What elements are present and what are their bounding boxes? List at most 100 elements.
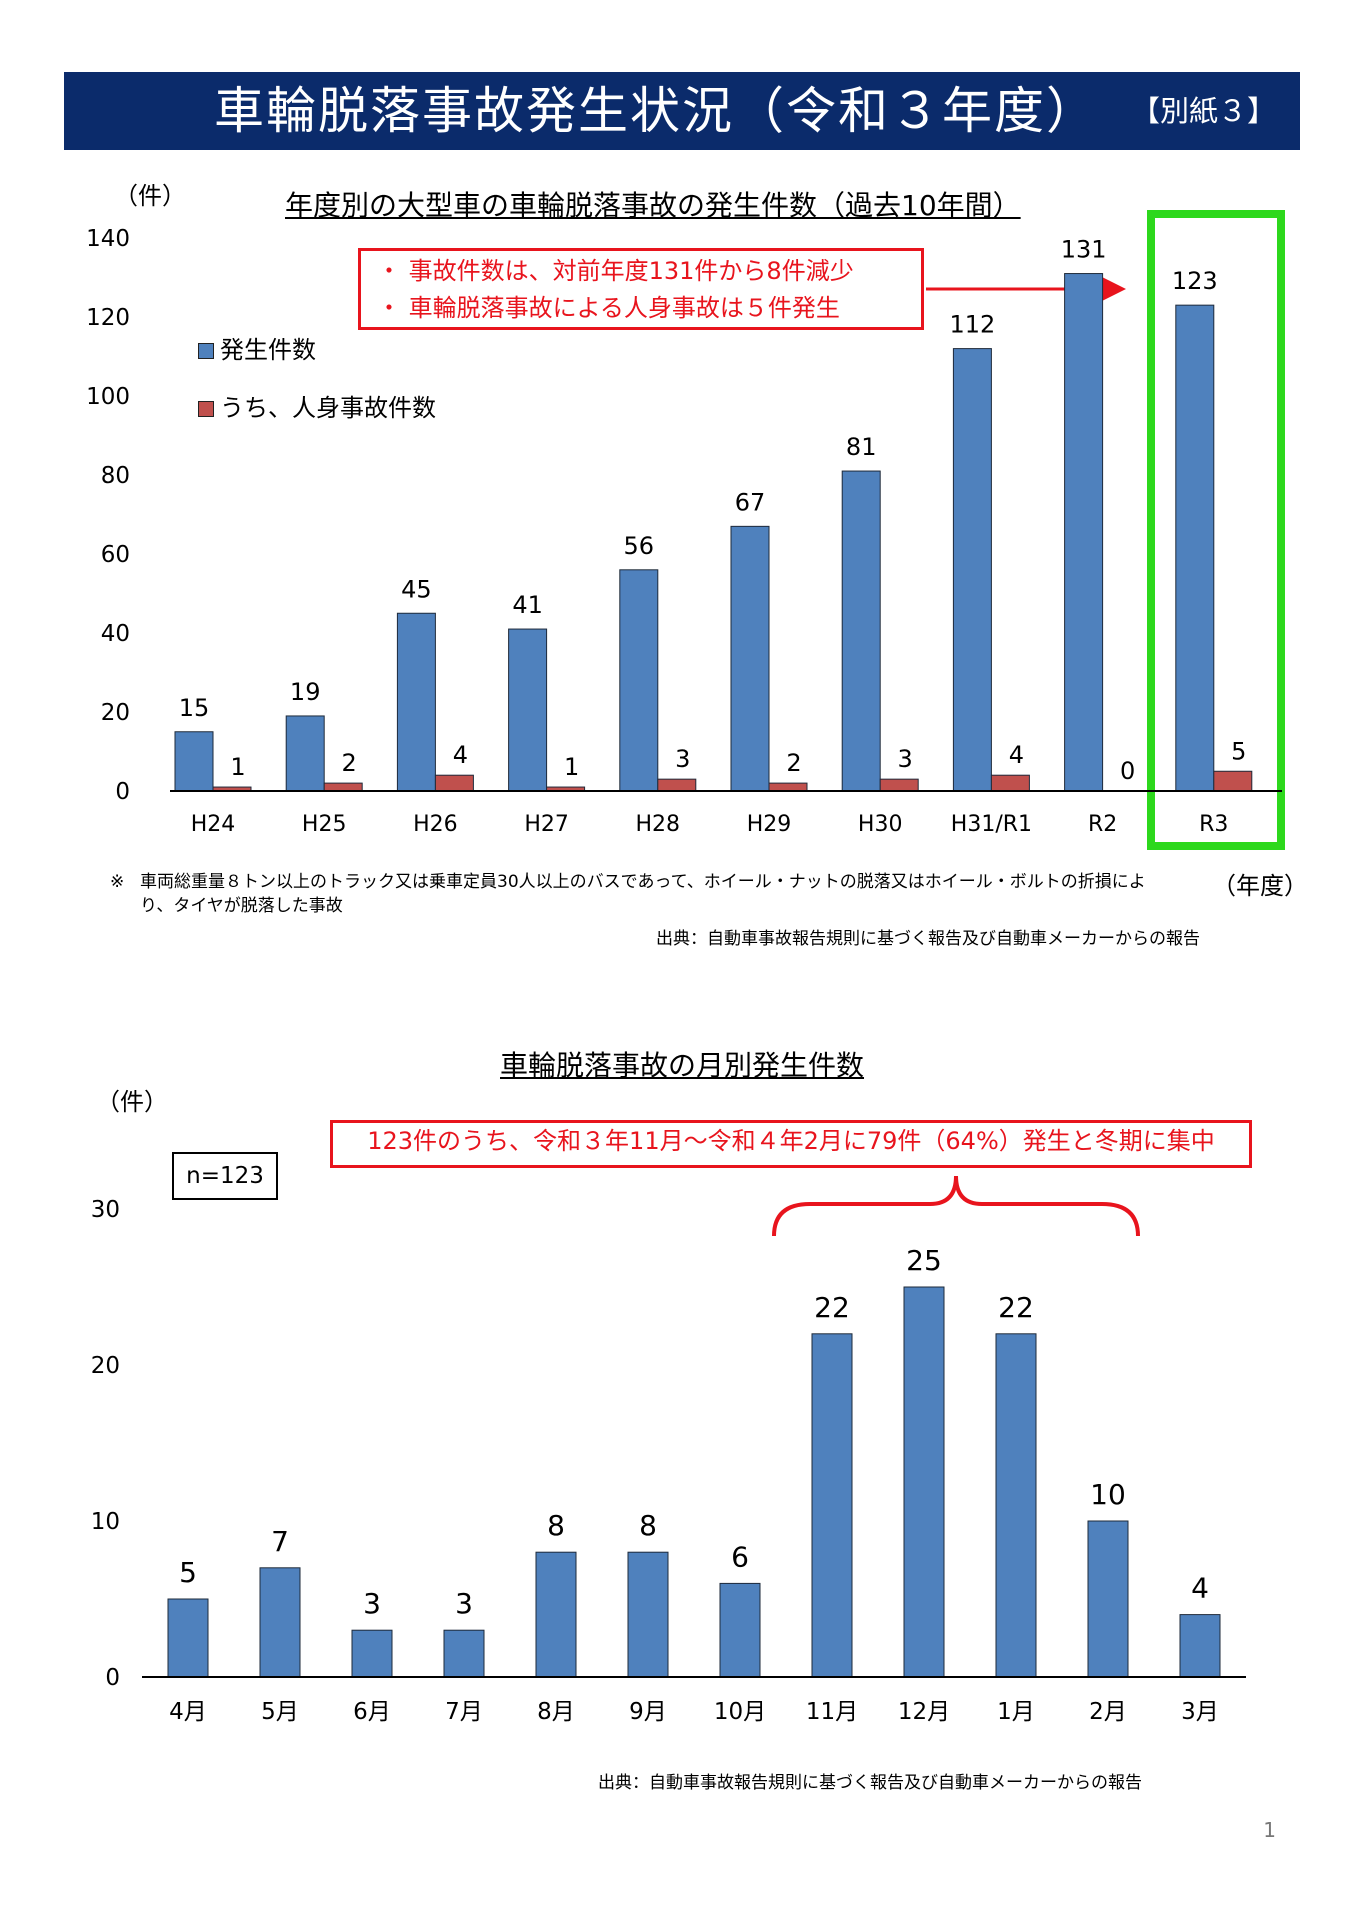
data-label-total: 56 xyxy=(624,532,655,560)
y-tick-label: 0 xyxy=(115,779,130,805)
bar-monthly xyxy=(1179,1614,1221,1678)
x-tick-label: H25 xyxy=(302,812,347,837)
x-tick-label: 4月 xyxy=(169,1699,207,1725)
data-label-injury: 2 xyxy=(786,749,801,777)
y-tick-label: 10 xyxy=(91,1509,120,1535)
data-label: 7 xyxy=(271,1525,289,1558)
x-tick-label: 8月 xyxy=(537,1699,575,1725)
legend-swatch-injury xyxy=(198,401,214,417)
data-label-total: 45 xyxy=(401,575,432,603)
x-tick-label: R3 xyxy=(1199,812,1228,837)
bar-monthly xyxy=(351,1629,393,1678)
data-label-injury: 5 xyxy=(1231,737,1246,765)
y-tick-label: 40 xyxy=(101,621,130,647)
winter-brace xyxy=(772,1175,1140,1237)
x-tick-label: 5月 xyxy=(261,1699,299,1725)
page-number: 1 xyxy=(1263,1818,1276,1842)
chart2-plot: 0 10 20 30 5 4月 7 5月 3 6月 3 7月 8 8月 8 9月 6 10月 22 11月 25 12月 2… xyxy=(91,1175,1246,1725)
data-label-total: 15 xyxy=(179,694,210,722)
bar-monthly xyxy=(1087,1520,1129,1678)
y-tick-label: 140 xyxy=(86,226,130,252)
x-tick-label: 10月 xyxy=(714,1699,766,1725)
sample-size-label: n=123 xyxy=(186,1163,264,1189)
data-label: 5 xyxy=(179,1556,197,1589)
x-tick-label: R2 xyxy=(1088,812,1117,837)
data-label: 4 xyxy=(1191,1572,1209,1605)
legend-item-injury: うち、人身事故件数 xyxy=(198,388,436,423)
data-label-injury: 1 xyxy=(230,753,245,781)
x-tick-label: 1月 xyxy=(997,1699,1035,1725)
x-tick-label: H27 xyxy=(524,812,569,837)
x-tick-label: 7月 xyxy=(445,1699,483,1725)
bar-monthly xyxy=(167,1598,209,1678)
data-label: 3 xyxy=(455,1587,473,1620)
data-label: 22 xyxy=(814,1291,850,1324)
chart1-title: 年度別の大型車の車輪脱落事故の発生件数（過去10年間） xyxy=(285,189,1021,222)
chart1-x-unit-label: （年度） xyxy=(1212,872,1308,900)
data-label-injury: 3 xyxy=(898,745,913,773)
legend-label-injury: うち、人身事故件数 xyxy=(220,394,436,422)
data-label: 3 xyxy=(363,1587,381,1620)
data-label-injury: 1 xyxy=(564,753,579,781)
data-label: 10 xyxy=(1090,1478,1126,1511)
x-tick-label: H30 xyxy=(858,812,903,837)
bar-total xyxy=(841,470,881,792)
chart2-callout-box: 123件のうち、令和３年11月～令和４年2月に79件（64%）発生と冬期に集中 xyxy=(330,1120,1252,1168)
chart2-title: 車輪脱落事故の月別発生件数 xyxy=(500,1049,865,1082)
footnote-text: 車両総重量８トン以上のトラック又は乗車定員30人以上のバスであって、ホイール・ナ… xyxy=(140,872,1146,916)
data-label-total: 67 xyxy=(735,488,766,516)
page-title: 車輪脱落事故発生状況（令和３年度） xyxy=(214,82,1098,140)
bar-total xyxy=(619,569,659,792)
x-tick-label: H24 xyxy=(191,812,236,837)
y-tick-label: 80 xyxy=(101,463,130,489)
bar-monthly xyxy=(259,1567,301,1678)
bar-monthly xyxy=(995,1333,1037,1678)
legend-item-total: 発生件数 xyxy=(198,330,316,365)
bar-total xyxy=(174,731,214,792)
y-tick-label: 30 xyxy=(91,1197,120,1223)
data-label-total: 81 xyxy=(846,433,877,461)
x-tick-label: H28 xyxy=(636,812,681,837)
data-label-injury: 2 xyxy=(342,749,357,777)
bar-monthly xyxy=(443,1629,485,1678)
data-label: 25 xyxy=(906,1244,942,1277)
chart1-source: 出典：自動車事故報告規則に基づく報告及び自動車メーカーからの報告 xyxy=(656,929,1200,949)
legend-label-total: 発生件数 xyxy=(220,336,316,364)
data-label: 8 xyxy=(547,1509,565,1542)
bar-total xyxy=(1064,273,1104,792)
data-label: 8 xyxy=(639,1509,657,1542)
sample-size-box: n=123 xyxy=(172,1152,278,1200)
bar-monthly xyxy=(535,1551,577,1678)
bar-total xyxy=(952,348,992,792)
data-label-injury: 4 xyxy=(453,741,468,769)
data-label-total: 19 xyxy=(290,678,321,706)
x-tick-label: 6月 xyxy=(353,1699,391,1725)
footnote-mark: ※ xyxy=(110,872,125,892)
chart1-unit-label: （件） xyxy=(114,182,186,210)
data-label: 22 xyxy=(998,1291,1034,1324)
chart1-callout-box: ・ 事故件数は、対前年度131件から8件減少 ・ 車輪脱落事故による人身事故は５… xyxy=(358,248,924,330)
data-label-injury: 3 xyxy=(675,745,690,773)
bar-total xyxy=(508,628,548,792)
y-tick-label: 60 xyxy=(101,542,130,568)
y-tick-label: 20 xyxy=(101,700,130,726)
bar-total xyxy=(285,715,325,792)
page-header: 車輪脱落事故発生状況（令和３年度） 【別紙３】 xyxy=(64,72,1300,150)
y-tick-label: 0 xyxy=(105,1665,120,1691)
chart1-plot: 020406080100120140151H24192H25454H26411H… xyxy=(86,226,1282,837)
x-tick-label: H26 xyxy=(413,812,458,837)
data-label-total: 123 xyxy=(1172,267,1218,295)
bar-monthly xyxy=(627,1551,669,1678)
y-tick-label: 20 xyxy=(91,1353,120,1379)
x-tick-label: 11月 xyxy=(806,1699,858,1725)
x-tick-label: H31/R1 xyxy=(951,812,1032,837)
x-tick-label: 2月 xyxy=(1089,1699,1127,1725)
x-tick-label: 3月 xyxy=(1181,1699,1219,1725)
y-tick-label: 120 xyxy=(86,305,130,331)
x-tick-label: H29 xyxy=(747,812,792,837)
data-label-injury: 4 xyxy=(1009,741,1024,769)
bar-monthly xyxy=(903,1286,945,1678)
callout-line-1: ・ 事故件数は、対前年度131件から8件減少 xyxy=(377,257,854,285)
chart2-source: 出典：自動車事故報告規則に基づく報告及び自動車メーカーからの報告 xyxy=(598,1773,1142,1793)
data-label-injury: 0 xyxy=(1120,757,1135,785)
